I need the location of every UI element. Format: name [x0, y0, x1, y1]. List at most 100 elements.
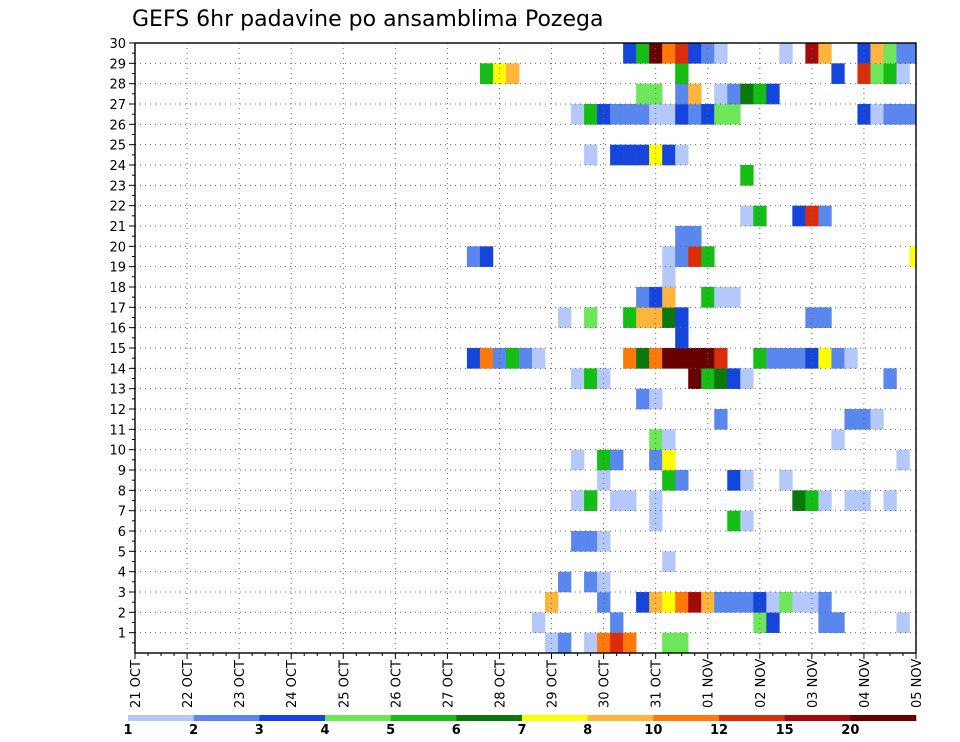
heatmap-cell — [571, 368, 585, 389]
heatmap-cell — [688, 592, 702, 613]
y-tick-label: 23 — [109, 179, 126, 194]
x-tick-label: 21 OCT — [129, 660, 144, 708]
heatmap-cell — [623, 43, 637, 64]
heatmap-cell — [584, 571, 598, 593]
heatmap-cell — [532, 348, 546, 369]
heatmap-cell — [662, 266, 676, 288]
heatmap-cell — [714, 592, 728, 613]
heatmap-cell — [623, 144, 637, 166]
heatmap-cell — [870, 43, 884, 64]
heatmap-cell — [753, 612, 767, 633]
y-tick-label: 21 — [109, 220, 126, 235]
heatmap-cell — [779, 43, 793, 64]
heatmap-cell — [545, 632, 559, 654]
heatmap-cell — [623, 104, 637, 125]
heatmap-cell — [688, 83, 702, 105]
heatmap-cell — [714, 348, 728, 369]
x-tick-label: 04 NOV — [858, 659, 873, 708]
heatmap-cell — [883, 368, 897, 389]
heatmap-cell — [896, 43, 910, 64]
heatmap-cell — [727, 287, 741, 308]
heatmap-cell — [662, 104, 676, 125]
y-tick-label: 25 — [109, 139, 126, 154]
colorbar-label: 4 — [320, 723, 329, 738]
heatmap-cell — [805, 205, 819, 227]
x-tick-label: 28 OCT — [493, 660, 508, 708]
heatmap-cell — [675, 470, 689, 491]
y-tick-label: 12 — [109, 403, 126, 418]
colorbar-swatch — [587, 715, 654, 721]
heatmap-cell — [571, 490, 585, 511]
heatmap-cell — [636, 592, 650, 613]
heatmap-cell — [688, 104, 702, 125]
colorbar-label: 5 — [386, 723, 395, 738]
heatmap-cell — [479, 348, 494, 369]
y-tick-label: 14 — [109, 362, 126, 377]
x-tick-label: 25 OCT — [337, 660, 352, 708]
heatmap-cell — [909, 104, 917, 125]
heatmap-cell — [688, 226, 702, 247]
y-tick-label: 28 — [109, 78, 126, 93]
y-tick-label: 9 — [118, 464, 126, 479]
heatmap-cell — [844, 348, 858, 369]
heatmap-cell — [649, 449, 663, 471]
heatmap-cell — [649, 287, 663, 308]
heatmap-cell — [688, 348, 702, 369]
heatmap-cell — [649, 592, 663, 613]
heatmap-cell — [518, 348, 533, 369]
heatmap-cell — [623, 632, 637, 654]
heatmap-cell — [649, 490, 663, 511]
y-tick-label: 4 — [118, 566, 126, 581]
heatmap-cell — [649, 307, 663, 328]
heatmap-cell — [675, 226, 689, 247]
colorbar-swatch — [653, 715, 720, 721]
heatmap-cell — [870, 409, 884, 430]
heatmap-cell — [727, 470, 741, 491]
heatmap-cell — [675, 144, 689, 166]
heatmap-cell — [584, 104, 598, 125]
heatmap-cell — [896, 612, 910, 633]
heatmap-cell — [597, 632, 611, 654]
heatmap-cell — [662, 632, 676, 654]
heatmap-cell — [662, 246, 676, 267]
heatmap-cell — [662, 307, 676, 328]
colorbar-label: 1 — [123, 723, 132, 738]
heatmap-cell — [818, 612, 832, 633]
y-tick-label: 16 — [109, 322, 126, 337]
heatmap-cell — [870, 104, 884, 125]
heatmap-cell — [779, 470, 793, 491]
y-tick-label: 1 — [118, 627, 126, 642]
heatmap-cell — [896, 104, 910, 125]
heatmap-cell — [558, 571, 572, 593]
heatmap-cell — [479, 63, 494, 84]
y-tick-label: 13 — [109, 383, 126, 398]
heatmap-cell — [558, 307, 572, 328]
heatmap-cell — [818, 490, 832, 511]
x-tick-label: 01 NOV — [702, 659, 717, 708]
heatmap-cell — [571, 449, 585, 471]
heatmap-cell — [597, 571, 611, 593]
heatmap-cell — [883, 104, 897, 125]
x-axis: 21 OCT 22 OCT 23 OCT 24 OCT 25 OCT 26 OCT 27 O… — [129, 653, 925, 708]
heatmap-cell — [675, 63, 689, 84]
heatmap-cell — [636, 348, 650, 369]
heatmap-cell — [805, 592, 819, 613]
heatmap-cell — [831, 429, 845, 450]
y-tick-label: 6 — [118, 525, 126, 540]
heatmap-cell — [714, 368, 728, 389]
heatmap-cell — [675, 246, 689, 267]
heatmap-cell — [466, 246, 481, 267]
heatmap-cell — [701, 104, 715, 125]
heatmap-cell — [818, 43, 832, 64]
heatmap-cell — [701, 287, 715, 308]
heatmap-cell — [727, 592, 741, 613]
heatmap-cell — [623, 348, 637, 369]
heatmap-cell — [740, 205, 754, 227]
heatmap-cell — [675, 43, 689, 64]
heatmap-cell — [558, 632, 572, 654]
x-tick-label: 02 NOV — [754, 659, 769, 708]
colorbar-swatch — [193, 715, 260, 721]
y-tick-label: 2 — [118, 606, 126, 621]
heatmap-cell — [779, 348, 793, 369]
